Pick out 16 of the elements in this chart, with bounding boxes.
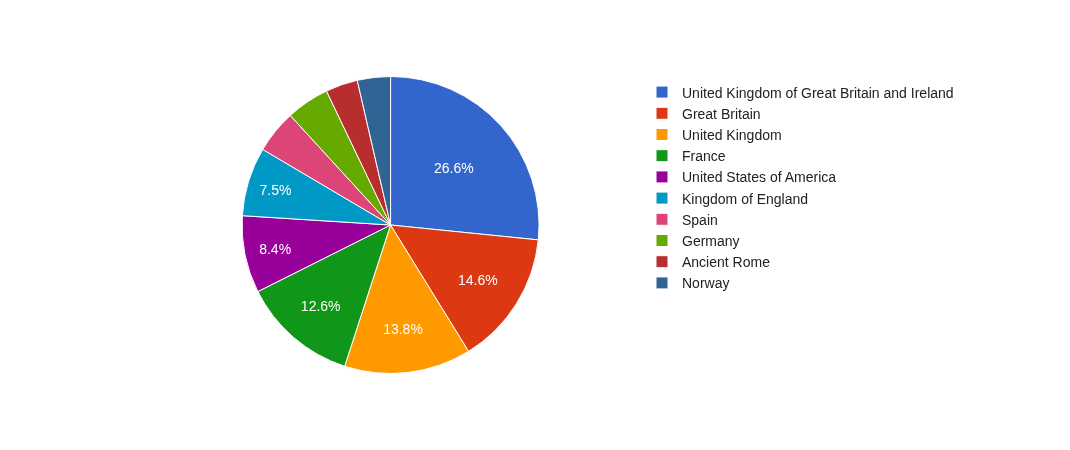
legend-label: United States of America	[682, 169, 837, 186]
data-label: 7.5%	[259, 181, 292, 198]
data-label: 12.6%	[300, 298, 341, 315]
legend-label: Kingdom of England	[682, 190, 809, 207]
legend-label: Germany	[682, 232, 740, 249]
data-label: 13.8%	[383, 320, 423, 337]
data-label: 14.6%	[457, 271, 498, 288]
legend-label: France	[682, 148, 726, 165]
legend-label: Spain	[682, 211, 718, 228]
legend-label: United Kingdom	[682, 126, 782, 143]
data-label: 8.4%	[259, 240, 292, 257]
data-label: 26.6%	[433, 159, 474, 176]
legend-label: Ancient Rome	[682, 254, 771, 271]
legend-label: Norway	[682, 275, 730, 292]
legend-label: Great Britain	[682, 105, 761, 122]
legend-label: United Kingdom of Great Britain and Ireland	[682, 84, 954, 101]
